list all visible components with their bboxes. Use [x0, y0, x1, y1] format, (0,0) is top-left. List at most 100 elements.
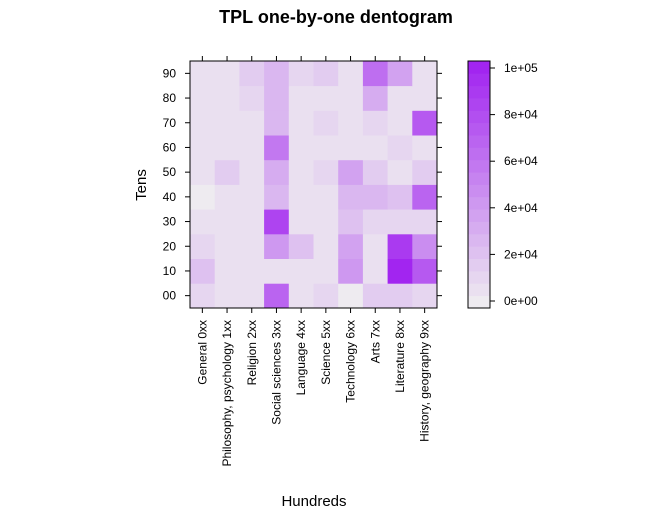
heatmap-cell — [362, 135, 388, 161]
colorbar-tick-label: 6e+04 — [504, 154, 538, 168]
colorbar-swatch — [468, 270, 490, 284]
y-tick-label: 70 — [163, 116, 177, 130]
heatmap-cell — [264, 110, 290, 136]
heatmap-cell — [362, 283, 388, 309]
heatmap-cell — [362, 110, 388, 136]
heatmap-cell — [264, 159, 290, 185]
heatmap-cell — [288, 283, 314, 309]
colorbar-tick-label: 4e+04 — [504, 201, 538, 215]
x-tick-label: Social sciences 3xx — [269, 320, 283, 425]
heatmap-cell — [338, 233, 364, 259]
heatmap-cell — [313, 135, 339, 161]
heatmap-cell — [214, 61, 240, 87]
heatmap-cell — [387, 258, 413, 284]
y-tick-label: 50 — [163, 165, 177, 179]
heatmap-cell — [387, 159, 413, 185]
heatmap-cell — [362, 85, 388, 111]
heatmap-cell — [288, 209, 314, 235]
heatmap-cell — [190, 283, 216, 309]
colorbar-swatch — [468, 233, 490, 247]
colorbar-swatch — [468, 295, 490, 309]
heatmap-cell — [412, 233, 438, 259]
colorbar-swatch — [468, 73, 490, 87]
chart-title: TPL one-by-one dentogram — [219, 7, 453, 27]
heatmap-cell — [338, 258, 364, 284]
heatmap-cell — [313, 233, 339, 259]
heatmap-cell — [412, 184, 438, 210]
x-tick-label: Arts 7xx — [368, 320, 382, 363]
heatmap-cell — [412, 159, 438, 185]
heatmap-cell — [190, 61, 216, 87]
heatmap-cell — [239, 283, 265, 309]
heatmap-cell — [412, 110, 438, 136]
heatmap-cell — [264, 61, 290, 87]
colorbar-swatch — [468, 135, 490, 148]
heatmap-cell — [288, 184, 314, 210]
heatmap-cell — [338, 61, 364, 87]
colorbar-swatch — [468, 85, 490, 99]
heatmap-cell — [362, 159, 388, 185]
heatmap-cell — [313, 184, 339, 210]
colorbar-swatch — [468, 147, 490, 161]
colorbar-swatch — [468, 246, 490, 259]
colorbar-swatch — [468, 209, 490, 222]
heatmap-cell — [412, 283, 438, 309]
heatmap-cell — [288, 110, 314, 136]
heatmap-cell — [190, 209, 216, 235]
heatmap-cell — [338, 184, 364, 210]
heatmap-cell — [239, 61, 265, 87]
colorbar-frame — [467, 60, 491, 309]
heatmap-cell — [214, 258, 240, 284]
heatmap-cell — [288, 233, 314, 259]
heatmap-cell — [338, 159, 364, 185]
heatmap-cell — [338, 135, 364, 161]
heatmap-cell — [362, 258, 388, 284]
x-tick-label: Literature 8xx — [393, 320, 407, 393]
heatmap-cell — [313, 209, 339, 235]
heatmap-cell — [313, 159, 339, 185]
heatmap-cell — [387, 61, 413, 87]
heatmap-cell — [387, 209, 413, 235]
heatmap-cell — [264, 135, 290, 161]
colorbar-swatch — [468, 221, 490, 235]
colorbar-swatch — [468, 196, 490, 210]
heatmap-cell — [264, 233, 290, 259]
heatmap-cell — [239, 258, 265, 284]
heatmap-cell — [239, 233, 265, 259]
x-tick-label: Religion 2xx — [245, 320, 259, 385]
heatmap-cell — [412, 209, 438, 235]
heatmap-cell — [264, 283, 290, 309]
heatmap-cell — [239, 85, 265, 111]
colorbar-swatch — [468, 283, 490, 297]
heatmap-cell — [362, 233, 388, 259]
colorbar-swatch — [468, 110, 490, 124]
colorbar-tick-label: 8e+04 — [504, 108, 538, 122]
heatmap-cell — [264, 184, 290, 210]
plot-frame — [189, 60, 438, 309]
heatmap-cell — [313, 85, 339, 111]
heatmap-cell — [362, 61, 388, 87]
heatmap-cell — [412, 258, 438, 284]
y-tick-label: 20 — [163, 239, 177, 253]
colorbar-swatch — [468, 172, 490, 185]
x-axis-title: Hundreds — [281, 493, 346, 510]
colorbar-tick-label: 0e+00 — [504, 294, 538, 308]
y-tick-label: 10 — [163, 264, 177, 278]
heatmap-cell — [190, 258, 216, 284]
y-tick-label: 30 — [163, 215, 177, 229]
y-tick-label: 60 — [163, 140, 177, 154]
heatmap-cell — [239, 159, 265, 185]
heatmap-cell — [239, 184, 265, 210]
x-tick-label: Science 5xx — [319, 320, 333, 385]
heatmap-cell — [288, 135, 314, 161]
heatmap-cells — [190, 61, 438, 309]
heatmap-cell — [412, 61, 438, 87]
heatmap-cell — [362, 209, 388, 235]
heatmap-cell — [387, 283, 413, 309]
colorbar: 0e+00 2e+04 4e+04 6e+04 8e+04 1e+05 — [467, 60, 538, 309]
heatmap-cell — [412, 135, 438, 161]
heatmap-cell — [214, 110, 240, 136]
heatmap-cell — [264, 85, 290, 111]
heatmap-cell — [288, 85, 314, 111]
